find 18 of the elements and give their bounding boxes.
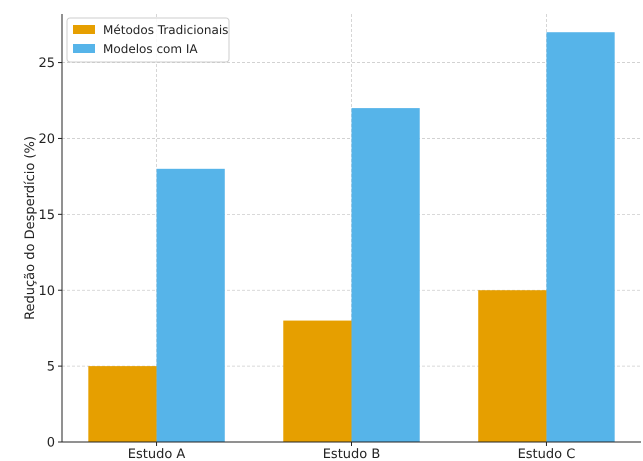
y-tick-label: 20 — [38, 132, 55, 148]
bar — [478, 290, 546, 442]
y-tick-label: 5 — [46, 360, 55, 375]
bar — [88, 366, 157, 442]
x-tick-label: Estudo B — [322, 447, 380, 461]
x-tick-label: Estudo A — [128, 447, 186, 461]
x-tick-label: Estudo C — [518, 447, 576, 461]
legend-label: Modelos com IA — [103, 42, 198, 56]
y-tick-label: 25 — [38, 56, 55, 72]
legend-label: Métodos Tradicionais — [103, 23, 228, 38]
bar — [352, 108, 420, 442]
bar — [283, 320, 352, 442]
bar — [546, 32, 615, 442]
y-axis-title: Redução do Desperdício (%) — [23, 136, 38, 320]
bar — [156, 168, 225, 442]
y-tick-label: 15 — [38, 208, 55, 223]
y-tick-label: 10 — [38, 284, 55, 299]
y-tick-label: 0 — [46, 436, 55, 451]
